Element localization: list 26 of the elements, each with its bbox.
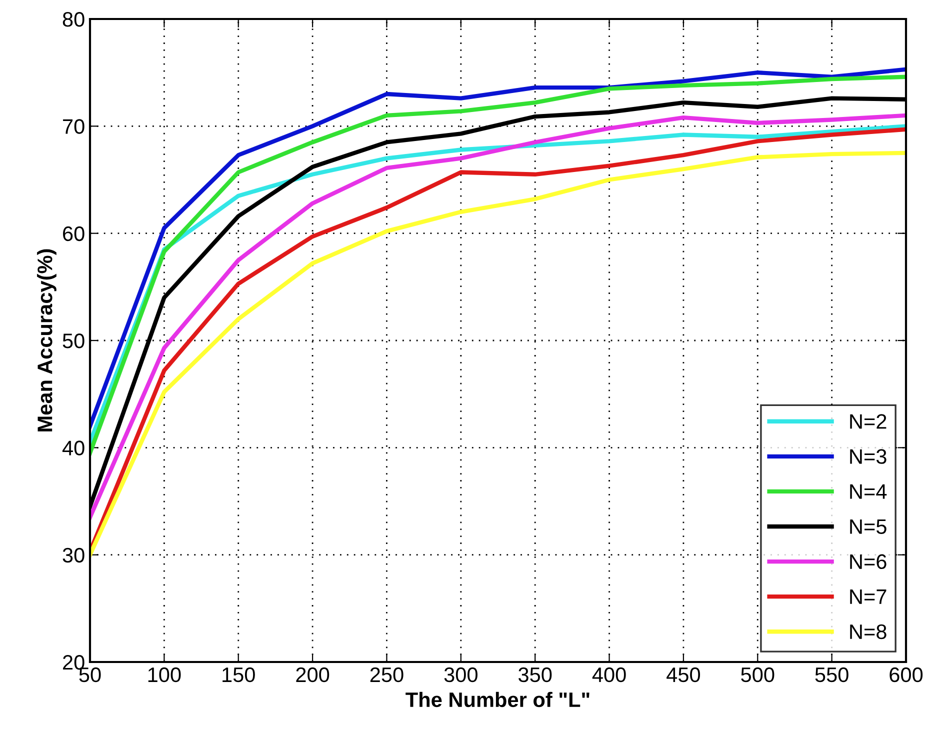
x-tick-label: 150 xyxy=(222,667,255,682)
x-tick-label: 500 xyxy=(741,667,774,682)
x-tick-label: 300 xyxy=(444,667,478,682)
legend-label: N=8 xyxy=(850,624,886,640)
x-tick-label: 100 xyxy=(148,667,181,682)
x-axis-title: The Number of "L" xyxy=(406,692,590,708)
x-tick-label: 550 xyxy=(815,667,848,682)
y-tick-label: 60 xyxy=(63,226,84,242)
y-tick-label: 40 xyxy=(62,440,84,456)
y-tick-label: 50 xyxy=(62,334,84,348)
y-tick-label: 80 xyxy=(62,12,84,27)
y-tick-label: 30 xyxy=(62,548,84,563)
legend-label: N=7 xyxy=(850,590,886,604)
y-axis-title: Mean Accuracy(%) xyxy=(36,249,56,432)
legend-label: N=3 xyxy=(850,449,886,464)
legend-label: N=5 xyxy=(850,519,886,534)
legend-label: N=6 xyxy=(850,554,886,570)
x-tick-label: 600 xyxy=(890,667,923,682)
x-tick-label: 450 xyxy=(666,667,700,682)
legend-label: N=2 xyxy=(850,414,886,429)
legend-label: N=4 xyxy=(850,484,887,499)
x-tick-label: 400 xyxy=(592,667,626,682)
x-tick-label: 200 xyxy=(296,667,330,682)
x-tick-label: 250 xyxy=(370,667,404,682)
x-tick-label: 350 xyxy=(518,667,552,682)
y-tick-label: 70 xyxy=(63,119,84,134)
